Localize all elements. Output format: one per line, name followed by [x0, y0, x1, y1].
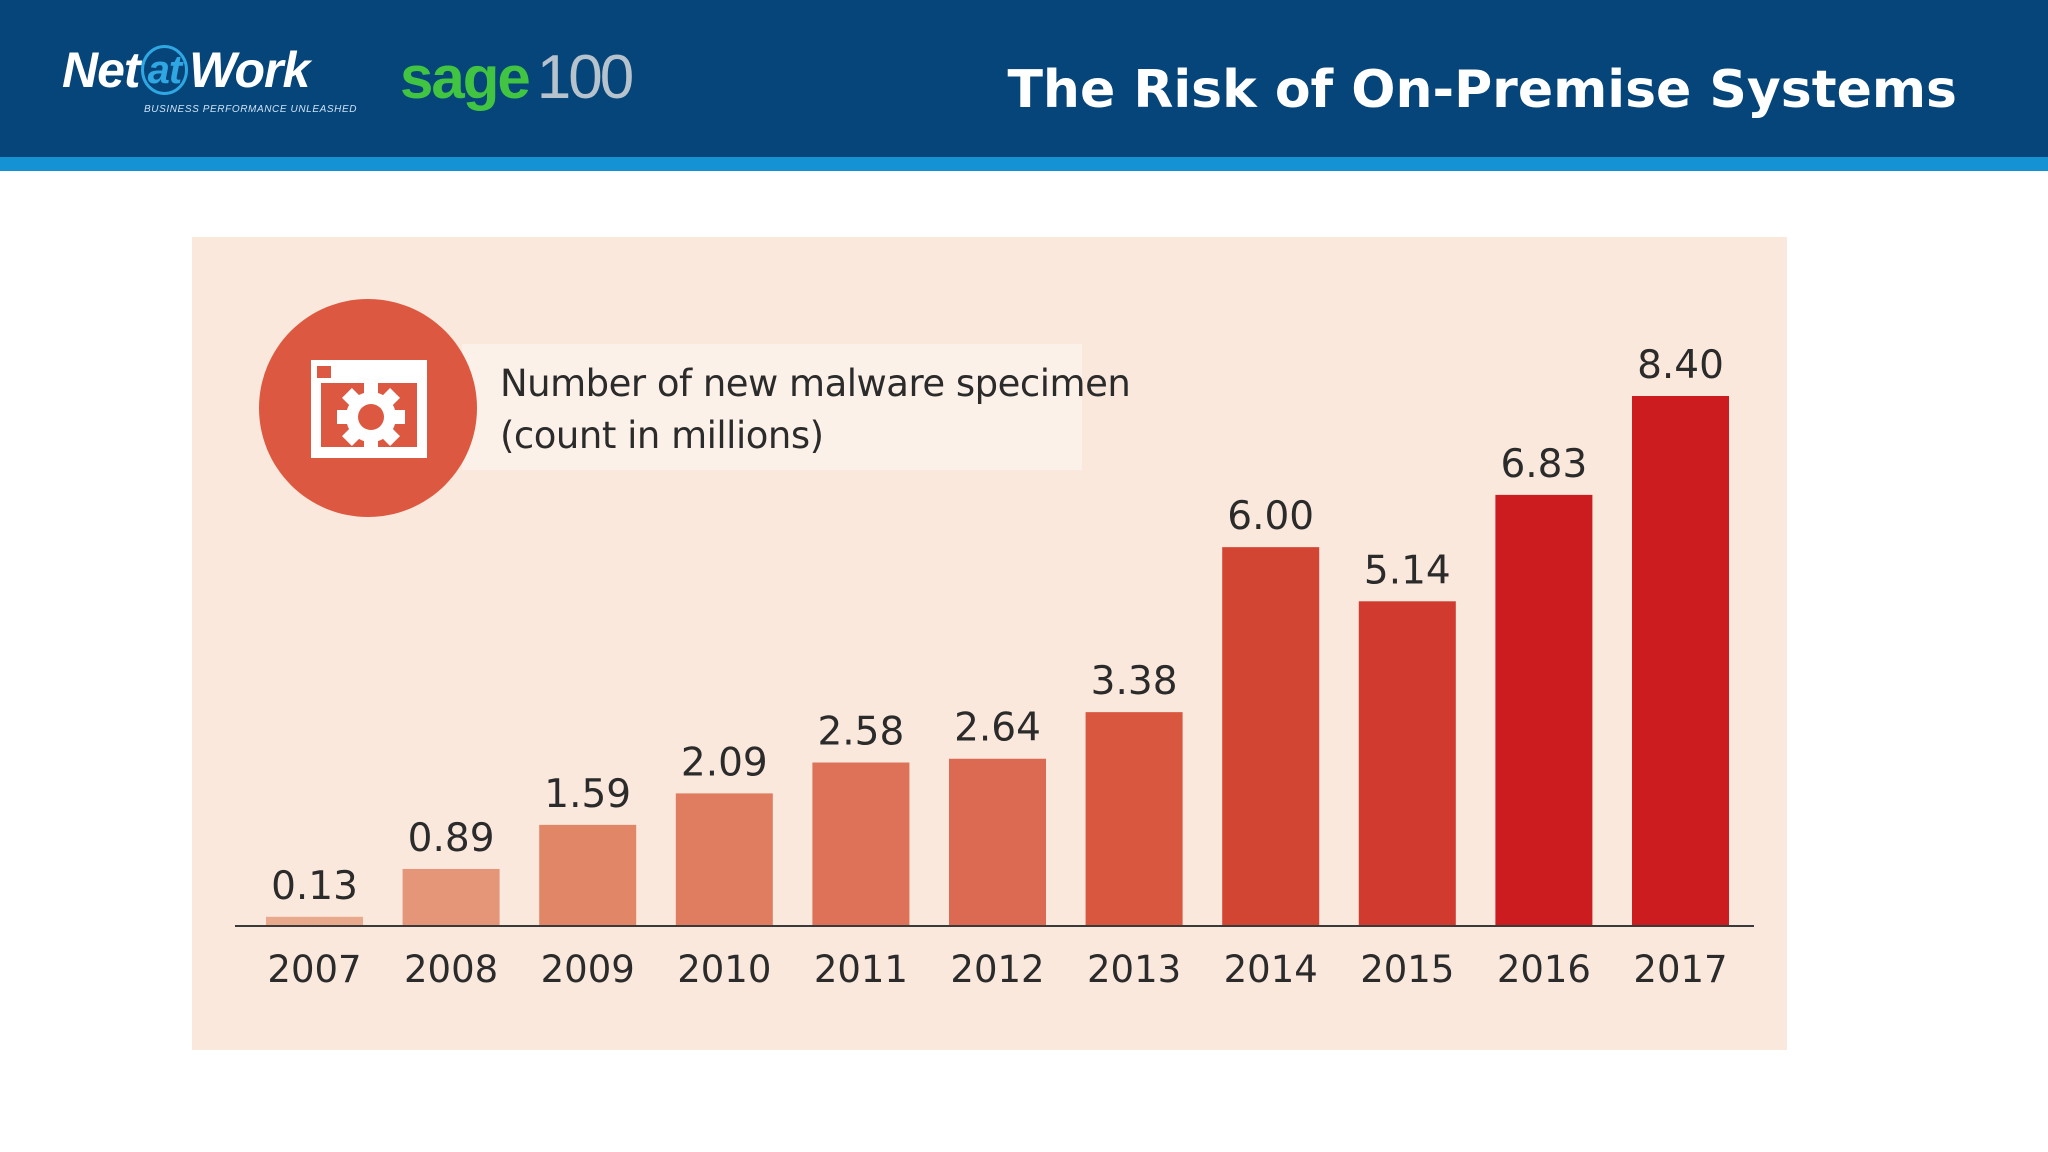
- header-bar: Net at Work BUSINESS PERFORMANCE UNLEASHED…: [0, 0, 2048, 157]
- value-label-2014: 6.00: [1227, 494, 1314, 539]
- sage-version: 100: [536, 43, 634, 112]
- value-label-2008: 0.89: [408, 816, 495, 861]
- header-accent-stripe: [0, 157, 2048, 171]
- value-label-2009: 1.59: [544, 772, 631, 817]
- x-tick-label-2017: 2017: [1633, 948, 1727, 991]
- malware-window-gear-icon: [259, 299, 477, 517]
- bar-2013: [1085, 712, 1183, 925]
- window-gear-glyph: [311, 360, 427, 458]
- page-title: The Risk of On-Premise Systems: [1007, 60, 1957, 120]
- bar-2012: [949, 758, 1046, 925]
- sage-100-logo[interactable]: sage 100: [400, 40, 634, 132]
- x-tick-label-2014: 2014: [1224, 948, 1318, 991]
- bar-2011: [812, 762, 910, 925]
- value-label-2017: 8.40: [1637, 343, 1724, 388]
- legend-box: Number of new malware specimen (count in…: [462, 344, 1131, 470]
- bar-2010: [675, 793, 773, 925]
- bar-2017: [1632, 396, 1729, 925]
- bar-2016: [1495, 494, 1593, 925]
- netatwork-wordmark: Net at Work: [62, 42, 310, 98]
- x-tick-label-2016: 2016: [1497, 948, 1591, 991]
- bar-chart: 0.13 2007 0.89 2008 1.59 2009 2.09 2010 2.58 2011…: [235, 343, 1754, 991]
- x-tick-label-2007: 2007: [267, 948, 361, 991]
- netatwork-tagline: BUSINESS PERFORMANCE UNLEASHED: [144, 104, 358, 115]
- x-tick-label-2010: 2010: [677, 948, 771, 991]
- value-label-2012: 2.64: [954, 706, 1041, 751]
- bar-2009: [539, 824, 637, 925]
- bar-2014: [1222, 547, 1320, 925]
- value-label-2016: 6.83: [1500, 442, 1587, 487]
- netatwork-logo[interactable]: Net at Work BUSINESS PERFORMANCE UNLEASHED: [62, 40, 362, 125]
- value-label-2011: 2.58: [817, 710, 904, 755]
- bar-2007: [266, 916, 363, 925]
- x-tick-label-2009: 2009: [541, 948, 635, 991]
- x-tick-label-2015: 2015: [1360, 948, 1454, 991]
- sage-wordmark: sage: [400, 44, 531, 111]
- value-label-2013: 3.38: [1091, 659, 1178, 704]
- value-label-2007: 0.13: [271, 864, 358, 909]
- bar-2008: [402, 868, 500, 925]
- bar-2015: [1358, 601, 1456, 925]
- value-label-2015: 5.14: [1364, 548, 1451, 593]
- x-tick-label-2008: 2008: [404, 948, 498, 991]
- chart-panel: 0.13 2007 0.89 2008 1.59 2009 2.09 2010 2.58 2011…: [192, 237, 1787, 1050]
- x-tick-label-2011: 2011: [814, 948, 908, 991]
- legend-line-2: (count in millions): [500, 414, 824, 457]
- x-tick-label-2013: 2013: [1087, 948, 1181, 991]
- x-tick-label-2012: 2012: [950, 948, 1044, 991]
- legend-line-1: Number of new malware specimen: [500, 362, 1131, 405]
- value-label-2010: 2.09: [681, 740, 768, 785]
- legend-text: Number of new malware specimen (count in…: [500, 358, 1131, 462]
